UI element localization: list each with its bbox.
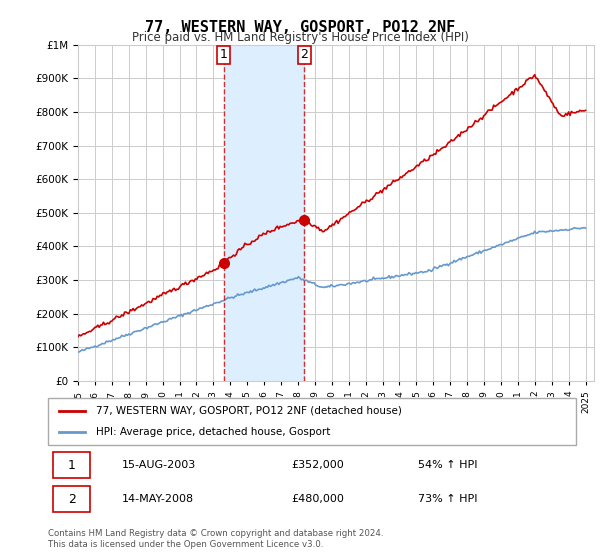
Text: 54% ↑ HPI: 54% ↑ HPI	[418, 460, 477, 470]
Text: HPI: Average price, detached house, Gosport: HPI: Average price, detached house, Gosp…	[95, 427, 330, 437]
Text: 1: 1	[68, 459, 76, 472]
Text: Contains HM Land Registry data © Crown copyright and database right 2024.
This d: Contains HM Land Registry data © Crown c…	[48, 529, 383, 549]
Text: £352,000: £352,000	[291, 460, 344, 470]
FancyBboxPatch shape	[48, 398, 576, 445]
Text: 2: 2	[300, 48, 308, 62]
Text: 1: 1	[220, 48, 228, 62]
FancyBboxPatch shape	[53, 452, 90, 478]
Text: 14-MAY-2008: 14-MAY-2008	[122, 494, 194, 504]
Text: 2: 2	[68, 493, 76, 506]
Text: 77, WESTERN WAY, GOSPORT, PO12 2NF: 77, WESTERN WAY, GOSPORT, PO12 2NF	[145, 20, 455, 35]
Text: Price paid vs. HM Land Registry's House Price Index (HPI): Price paid vs. HM Land Registry's House …	[131, 31, 469, 44]
Text: £480,000: £480,000	[291, 494, 344, 504]
Text: 77, WESTERN WAY, GOSPORT, PO12 2NF (detached house): 77, WESTERN WAY, GOSPORT, PO12 2NF (deta…	[95, 406, 401, 416]
FancyBboxPatch shape	[53, 486, 90, 512]
Text: 73% ↑ HPI: 73% ↑ HPI	[418, 494, 477, 504]
Text: 15-AUG-2003: 15-AUG-2003	[122, 460, 196, 470]
Bar	[224, 45, 304, 381]
